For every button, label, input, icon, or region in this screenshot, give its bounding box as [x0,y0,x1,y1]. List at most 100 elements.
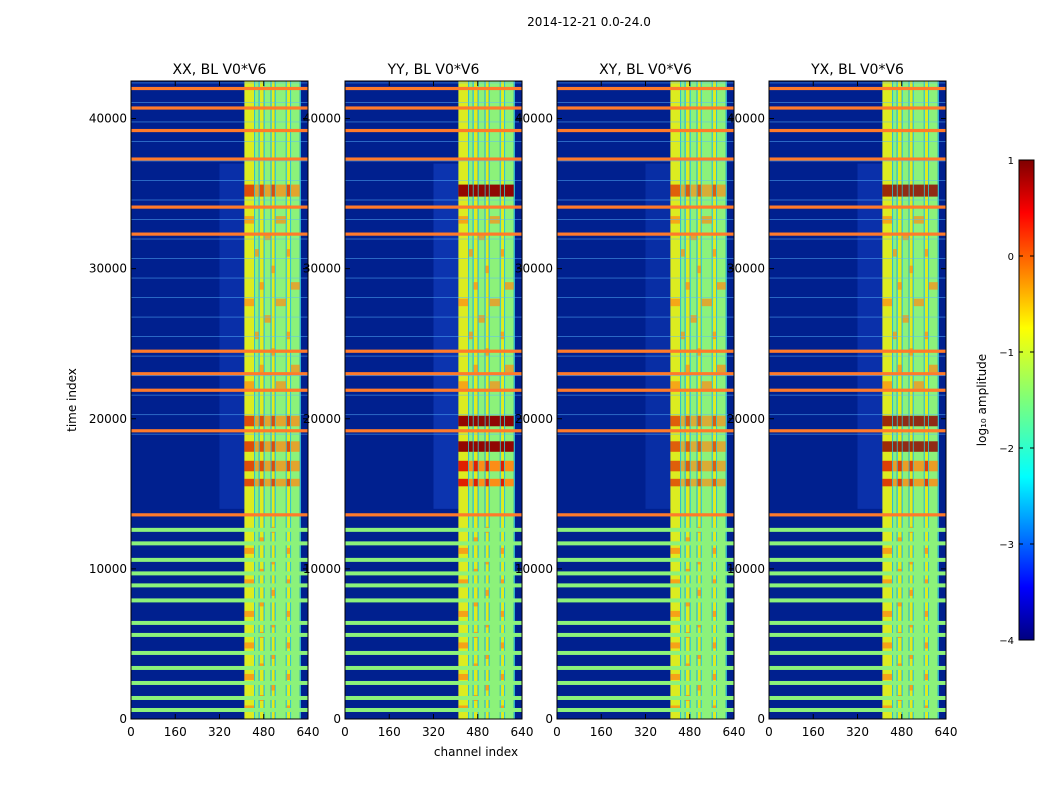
warm-tile [680,249,685,257]
rfi-row [131,429,308,433]
rfi-row [769,513,946,517]
y-tick-label: 40000 [303,112,341,126]
hot-block [712,441,717,452]
channel-stripe [271,81,275,719]
band-tile [882,642,893,649]
thin-line [769,102,946,103]
hot-block [286,478,291,487]
rfi-row [345,571,522,576]
hot-block [697,415,701,427]
rfi-row [131,106,308,110]
hot-block [259,184,264,197]
colorbar-tick-label: −3 [999,540,1014,551]
hot-block [500,460,505,472]
band-tile [924,610,929,617]
heatmap-body [557,81,734,719]
x-tick-label: 480 [678,725,701,739]
figure-title: 2014-12-21 0.0-24.0 [527,15,651,29]
band-tile [697,652,701,659]
heatmap-panel-3: XY, BL V0*V6 0 160 320 480 640 0 10000 20000 3000… [515,62,746,739]
thin-line [769,180,946,181]
x-tick-label: 640 [723,725,746,739]
hot-block [680,184,685,197]
thin-line [345,121,522,123]
colorbar-tick-label: −1 [999,348,1014,359]
warm-tile [264,232,271,241]
hot-block [680,460,685,472]
thin-line [557,102,734,103]
hot-block [275,478,286,487]
channel-stripe [500,81,505,719]
thin-line [345,316,522,318]
band-tile [909,684,913,691]
hot-block [468,478,473,487]
hot-block [670,441,681,452]
thin-line [131,238,308,240]
warm-tile [928,282,938,290]
thin-line [557,297,734,298]
hot-block [264,415,271,427]
rfi-row [557,349,734,353]
rfi-row [345,707,522,712]
band-tile [882,579,893,586]
hot-block [275,415,286,427]
band-tile [882,610,893,617]
rfi-row [769,106,946,110]
rfi-row [131,571,308,576]
hot-block [473,441,478,452]
stripe-divider [896,81,898,719]
hot-block [259,441,264,452]
hot-block [716,441,726,452]
band-tile [286,579,291,586]
hot-block [264,460,271,472]
hot-block [690,184,697,197]
rfi-row [345,349,522,353]
warm-tile [489,381,500,389]
rfi-row [345,232,522,236]
thin-line [345,180,522,181]
band-tile [670,673,681,680]
colorbar-label: log₁₀ amplitude [975,354,989,446]
band-tile [685,537,690,544]
thin-line [769,336,946,337]
warm-tile [928,364,938,373]
heatmap-body [769,81,946,719]
stripe-divider [290,81,292,719]
hot-block [701,184,712,197]
rfi-row [557,598,734,603]
band-tile [909,589,913,596]
warm-tile [275,381,286,389]
warm-tile [254,331,259,340]
channel-stripe [716,81,726,719]
channel-stripe [924,81,929,719]
rfi-row [769,527,946,532]
thin-line [769,238,946,240]
y-tick-label: 20000 [89,412,127,426]
hot-block [882,441,893,452]
thin-line [557,141,734,142]
x-tick-label: 320 [422,725,445,739]
band-tile [458,642,469,649]
stripe-divider [263,81,265,719]
thin-line [557,238,734,240]
rfi-row [131,527,308,532]
stripe-divider [484,81,486,719]
warm-tile [716,282,726,290]
rfi-row [557,695,734,700]
rfi-row [769,372,946,376]
thin-line [345,219,522,220]
hot-block [271,441,275,452]
rfi-row [131,620,308,625]
thin-line [769,433,946,435]
hot-block [902,478,909,487]
warm-tile [478,315,485,323]
hot-block [697,184,701,197]
hot-block [902,184,909,197]
band-tile [458,579,469,586]
stripe-divider [912,81,915,719]
rfi-row [769,707,946,712]
rfi-row [131,632,308,637]
channel-stripe [473,81,478,719]
hot-block [924,460,929,472]
